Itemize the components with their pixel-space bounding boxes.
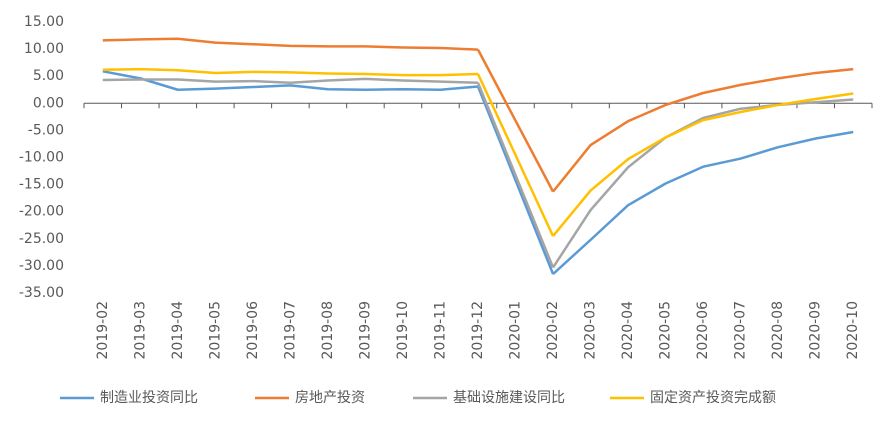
legend-label: 房地产投资 [295, 390, 365, 406]
y-tick-label: -10.00 [19, 150, 64, 166]
y-tick-label: 10.00 [24, 41, 64, 57]
y-tick-label: -25.00 [19, 231, 64, 247]
gap-connector [476, 82, 555, 268]
y-tick-label: 5.00 [33, 68, 64, 84]
series-line [102, 70, 479, 91]
x-tick-label: 2020-08 [770, 301, 786, 360]
x-tick-label: 2019-06 [245, 301, 261, 360]
series-line [102, 77, 479, 84]
gap-connector [476, 86, 555, 275]
x-tick-label: 2019-08 [320, 301, 336, 360]
x-tick-label: 2020-01 [508, 301, 524, 360]
x-tick-label: 2019-03 [132, 301, 148, 360]
gap-connector [476, 73, 555, 237]
y-tick-label: -15.00 [19, 177, 64, 193]
x-tick-label: 2020-10 [845, 301, 861, 360]
x-tick-label: 2019-05 [207, 301, 223, 360]
y-tick-label: -30.00 [19, 258, 64, 274]
gap-connector [476, 49, 555, 193]
x-tick-label: 2020-09 [808, 301, 824, 360]
x-tick-label: 2019-11 [432, 301, 448, 360]
series-line [552, 67, 854, 193]
legend-label: 基础设施建设同比 [453, 389, 565, 406]
x-tick-label: 2019-04 [170, 301, 186, 360]
series-line [102, 67, 479, 77]
y-tick-label: -20.00 [19, 204, 64, 220]
legend-label: 制造业投资同比 [100, 390, 198, 406]
series-line [102, 37, 479, 51]
x-tick-label: 2019-10 [395, 301, 411, 360]
x-tick-label: 2020-04 [620, 301, 636, 360]
legend-label: 固定资产投资完成额 [650, 390, 776, 406]
series-line [552, 98, 854, 269]
y-tick-label: -35.00 [19, 285, 64, 301]
series-line [552, 130, 854, 275]
x-tick-label: 2020-03 [583, 301, 599, 360]
x-tick-label: 2020-07 [733, 301, 749, 360]
x-tick-label: 2020-06 [695, 301, 711, 360]
x-tick-label: 2020-05 [658, 301, 674, 360]
y-tick-label: -5.00 [28, 122, 64, 138]
x-tick-label: 2019-09 [357, 301, 373, 360]
x-tick-label: 2019-07 [282, 301, 298, 360]
x-tick-label: 2019-12 [470, 301, 486, 360]
x-tick-label: 2019-02 [95, 301, 111, 360]
y-tick-label: 15.00 [24, 14, 64, 30]
series-line [552, 92, 854, 237]
x-tick-label: 2020-02 [545, 301, 561, 360]
y-tick-label: 0.00 [33, 95, 64, 111]
